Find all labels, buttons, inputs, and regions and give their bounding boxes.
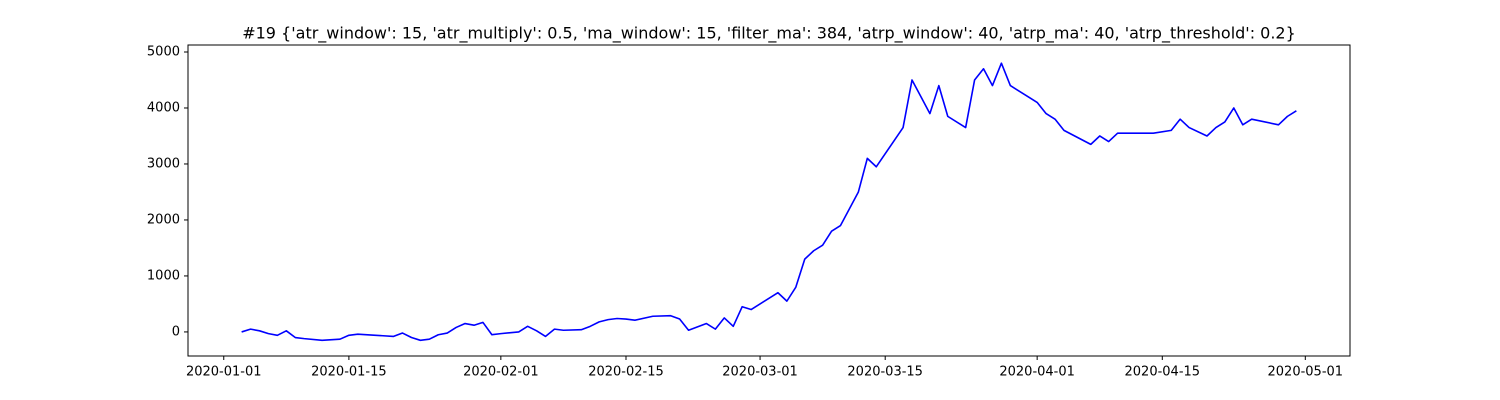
y-tick-label: 4000 — [147, 100, 180, 115]
chart-title: #19 {'atr_window': 15, 'atr_multiply': 0… — [242, 24, 1296, 44]
y-tick-label: 2000 — [147, 212, 180, 227]
y-tick-label: 1000 — [147, 268, 180, 283]
x-tick-label: 2020-02-01 — [463, 365, 539, 380]
x-tick-label: 2020-01-15 — [311, 365, 387, 380]
y-tick-label: 0 — [172, 324, 180, 339]
x-tick-label: 2020-04-15 — [1125, 365, 1201, 380]
y-tick-label: 3000 — [147, 156, 180, 171]
x-tick-label: 2020-03-01 — [722, 365, 798, 380]
axes-frame — [187, 44, 1351, 357]
x-tick-label: 2020-05-01 — [1268, 365, 1344, 380]
data-line — [241, 62, 1297, 342]
x-tick-label: 2020-03-15 — [847, 365, 923, 380]
x-tick-label: 2020-04-01 — [999, 365, 1075, 380]
x-tick-label: 2020-01-01 — [186, 365, 262, 380]
y-tick-label: 5000 — [147, 44, 180, 59]
x-tick-label: 2020-02-15 — [588, 365, 664, 380]
